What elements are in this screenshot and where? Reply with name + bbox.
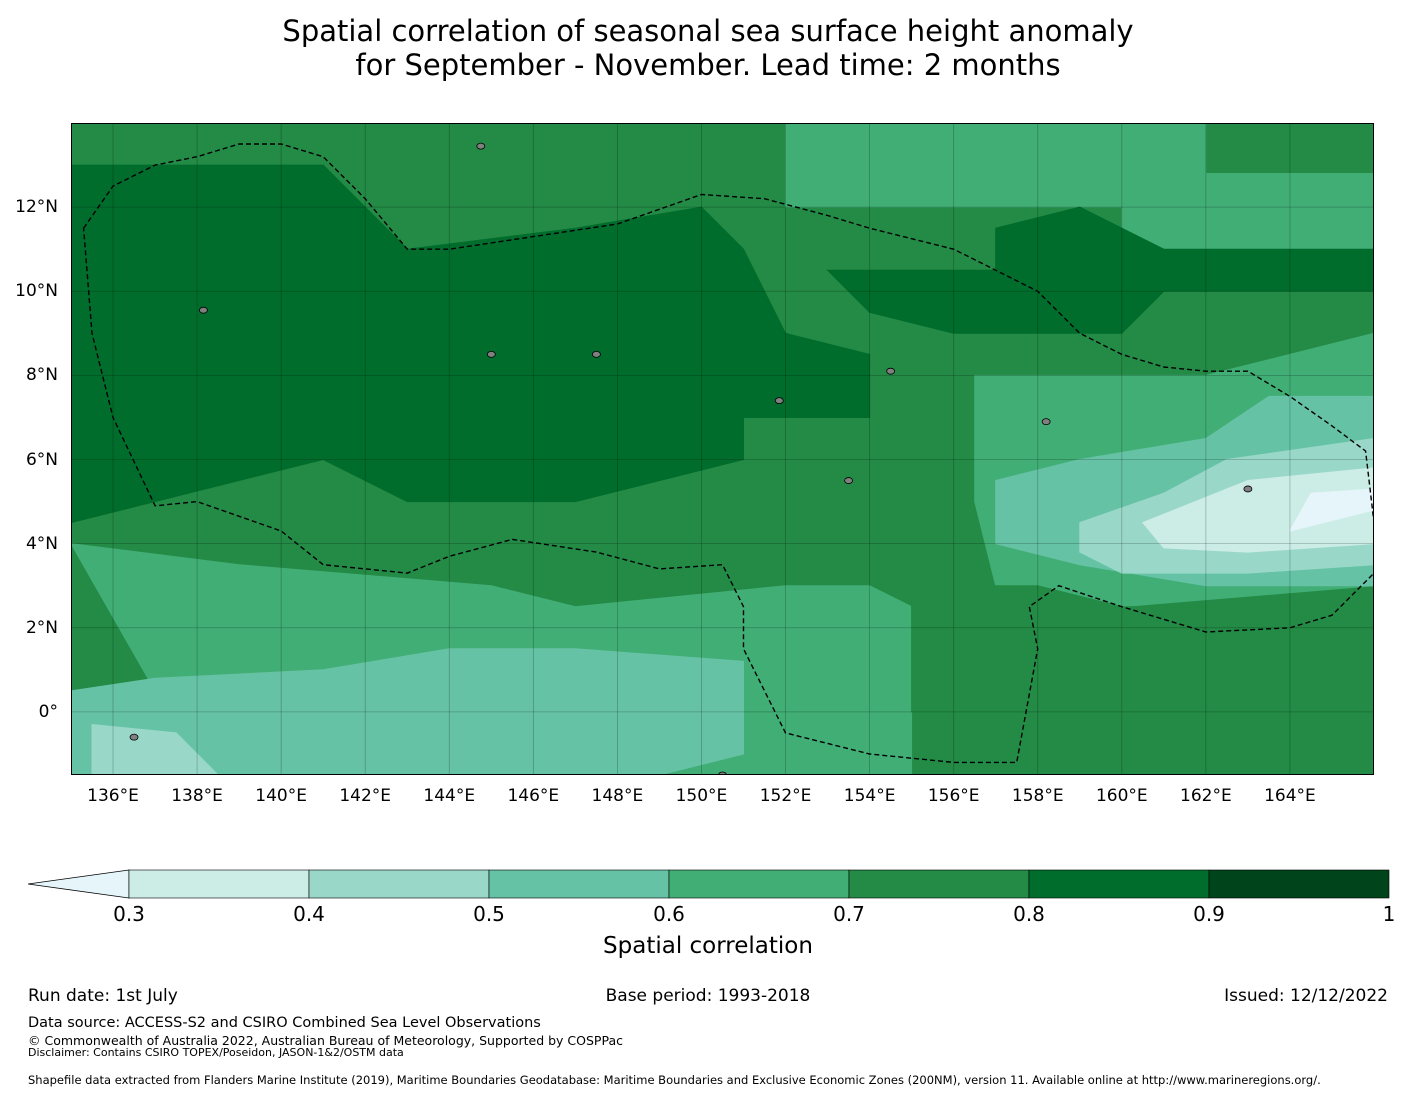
- title-line-2: for September - November. Lead time: 2 m…: [355, 48, 1061, 82]
- x-tick-label: 154°E: [843, 786, 896, 806]
- chart-title: Spatial correlation of seasonal sea surf…: [0, 14, 1416, 82]
- y-tick-label: 10°N: [15, 281, 58, 302]
- correlation-region: [71, 648, 744, 775]
- correlation-region: [1288, 488, 1374, 532]
- map-panel: [71, 123, 1374, 775]
- colorbar-tick-label: 0.9: [1193, 902, 1225, 926]
- x-tick-label: 156°E: [927, 786, 980, 806]
- island-marker: [844, 477, 853, 484]
- correlation-map: [71, 123, 1374, 775]
- correlation-region: [71, 164, 871, 524]
- colorbar-tick-label: 0.6: [653, 902, 685, 926]
- correlation-region: [1141, 467, 1374, 553]
- x-tick-label: 148°E: [591, 786, 644, 806]
- y-tick-label: 12°N: [15, 197, 58, 218]
- colorbar-tick-label: 0.3: [113, 902, 145, 926]
- colorbar-tick-label: 0.7: [833, 902, 865, 926]
- island-marker: [486, 350, 496, 358]
- x-tick-label: 160°E: [1095, 786, 1148, 806]
- x-tick-label: 152°E: [759, 786, 812, 806]
- island-marker: [476, 142, 486, 150]
- x-tick-label: 150°E: [675, 786, 728, 806]
- island-marker: [1243, 485, 1253, 493]
- colorbar-bin: [848, 869, 1030, 899]
- base-period: Base period: 1993-2018: [605, 986, 811, 1006]
- map-border: [71, 123, 1374, 775]
- colorbar-bin: [488, 869, 670, 899]
- correlation-region: [91, 723, 219, 775]
- eez-boundary: [82, 143, 1374, 764]
- correlation-region: [826, 206, 1374, 334]
- colorbar-tick-label: 1: [1382, 902, 1396, 926]
- x-tick-label: 140°E: [255, 786, 307, 806]
- colorbar-bin: [1208, 869, 1390, 899]
- y-tick-label: 2°N: [25, 617, 58, 638]
- island-marker: [886, 367, 896, 375]
- island-marker: [199, 306, 208, 314]
- x-tick-label: 162°E: [1180, 786, 1232, 806]
- island-marker: [1041, 418, 1051, 426]
- colorbar-bin: [128, 869, 310, 899]
- title-line-1: Spatial correlation of seasonal sea surf…: [282, 14, 1134, 48]
- x-tick-label: 136°E: [87, 786, 139, 806]
- colorbar-tick-label: 0.4: [293, 902, 325, 926]
- y-tick-label: 4°N: [25, 533, 58, 554]
- x-tick-label: 158°E: [1011, 786, 1064, 806]
- x-tick-label: 142°E: [339, 786, 392, 806]
- x-tick-label: 146°E: [507, 786, 560, 806]
- issued-date: Issued: 12/12/2022: [1224, 986, 1388, 1006]
- disclaimer: Disclaimer: Contains CSIRO TOPEX/Poseido…: [28, 1046, 404, 1059]
- island-marker: [774, 397, 784, 405]
- y-tick-label: 8°N: [25, 365, 58, 386]
- y-tick-label: 6°N: [25, 449, 58, 470]
- colorbar-bin: [668, 869, 850, 899]
- run-date: Run date: 1st July: [28, 986, 178, 1006]
- y-tick-label: 0°: [38, 701, 58, 722]
- colorbar-bin: [1028, 869, 1210, 899]
- correlation-region: [911, 585, 1374, 713]
- colorbar-tick-label: 0.8: [1013, 902, 1045, 926]
- colorbar-bin: [308, 869, 490, 899]
- x-tick-label: 144°E: [423, 786, 476, 806]
- copyright: © Commonwealth of Australia 2022, Austra…: [28, 1033, 623, 1048]
- x-tick-label: 164°E: [1264, 786, 1316, 806]
- colorbar-tick-label: 0.5: [473, 902, 505, 926]
- island-marker: [592, 350, 601, 358]
- island-marker: [129, 733, 139, 741]
- colorbar: [28, 869, 1390, 899]
- x-tick-label: 138°E: [171, 786, 223, 806]
- colorbar-label: Spatial correlation: [603, 933, 813, 959]
- shapefile-credit: Shapefile data extracted from Flanders M…: [28, 1073, 1321, 1087]
- colorbar-under-extension: [28, 869, 130, 899]
- data-source: Data source: ACCESS-S2 and CSIRO Combine…: [28, 1015, 541, 1031]
